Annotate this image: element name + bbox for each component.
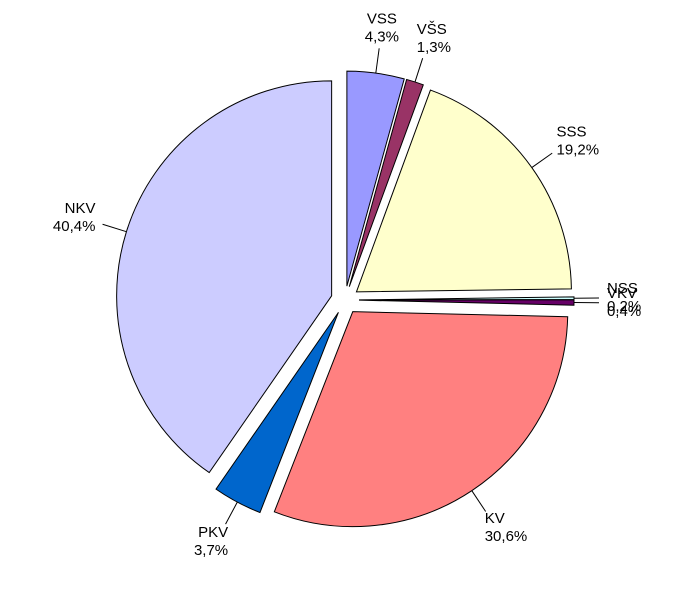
slice-value-label: 0,2%: [607, 298, 641, 315]
slice-value-label: 4,3%: [365, 28, 399, 45]
leader-line: [531, 152, 553, 168]
slice-name: NKV: [65, 200, 96, 217]
leader-line: [375, 48, 380, 74]
slice-name: VSS: [367, 10, 397, 27]
leader-line: [102, 223, 127, 233]
slice-value-label: 3,7%: [194, 542, 228, 559]
pie-slice: [215, 312, 339, 514]
pie-slice: [273, 311, 569, 528]
leader-line: [414, 58, 424, 83]
leader-line: [471, 490, 487, 512]
pie-slice: [346, 70, 405, 287]
slice-name: VŠS: [417, 21, 447, 38]
pie-slice: [358, 299, 575, 306]
leader-line: [225, 501, 238, 525]
pie-slice: [116, 80, 333, 474]
slice-value-label: 19,2%: [557, 142, 600, 159]
slice-name: SSS: [557, 124, 587, 141]
slice-value-label: 0,4%: [607, 303, 641, 320]
slice-value-label: 40,4%: [53, 218, 96, 235]
slice-name: KV: [485, 510, 505, 527]
slice-name: VKV: [607, 285, 637, 302]
slice-name: PKV: [198, 524, 228, 541]
slice-value-label: 1,3%: [417, 39, 451, 56]
slice-value-label: 30,6%: [485, 528, 528, 545]
slice-name: NSS: [607, 280, 638, 297]
